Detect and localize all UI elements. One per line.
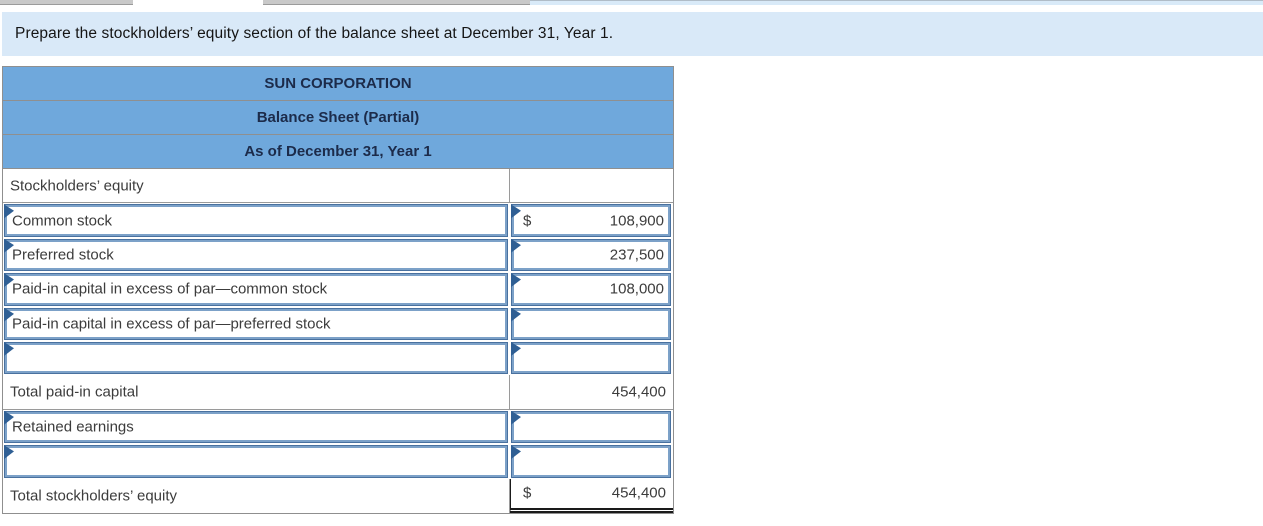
panel-edge-strip	[530, 0, 1263, 5]
row-amount-cell: 454,400	[510, 375, 673, 410]
cell-flag-icon	[4, 410, 14, 425]
table-row: Common stock $ 108,900	[3, 203, 673, 237]
table-row: Total paid-in capital 454,400	[3, 375, 673, 410]
cell-flag-icon	[511, 273, 521, 288]
table-row: Stockholders’ equity	[3, 169, 673, 204]
label-input[interactable]	[4, 341, 508, 375]
instruction-bar: Prepare the stockholders’ equity section…	[2, 12, 1263, 56]
tab-fragment-right	[263, 0, 530, 5]
tab-fragment-left	[0, 0, 133, 5]
cell-flag-icon	[511, 204, 521, 219]
cell-flag-icon	[511, 307, 521, 322]
tab-fragment-active	[133, 0, 263, 5]
amount-input[interactable]	[511, 341, 671, 375]
balance-sheet-table: SUN CORPORATION Balance Sheet (Partial) …	[2, 66, 674, 514]
cropped-tab-strip	[0, 0, 1263, 5]
amount-value: 108,900	[609, 212, 664, 230]
cell-flag-icon	[511, 341, 521, 356]
cell-flag-icon	[4, 307, 14, 322]
cell-flag-icon	[4, 273, 14, 288]
cell-flag-icon	[4, 238, 14, 253]
cell-flag-icon	[4, 445, 14, 460]
label-input[interactable]: Paid-in capital in excess of par—common …	[4, 273, 508, 306]
currency-symbol: $	[523, 212, 532, 230]
cell-flag-icon	[511, 238, 521, 253]
row-label: Total stockholders’ equity	[10, 487, 178, 505]
amount-input[interactable]: $ 108,900	[511, 204, 671, 237]
cell-flag-icon	[511, 445, 521, 460]
instruction-text: Prepare the stockholders’ equity section…	[15, 25, 614, 42]
label-input[interactable]: Common stock	[4, 204, 508, 237]
row-label-cell: Total paid-in capital	[3, 375, 510, 410]
row-label: Stockholders’ equity	[10, 177, 144, 195]
table-row: Preferred stock 237,500	[3, 238, 673, 272]
table-row	[3, 341, 673, 375]
cell-flag-icon	[4, 341, 14, 356]
row-amount-cell: $ 454,400	[510, 478, 673, 513]
row-label: Preferred stock	[12, 246, 114, 264]
amount-input[interactable]: 108,000	[511, 273, 671, 306]
table-row: Paid-in capital in excess of par—preferr…	[3, 307, 673, 341]
row-label: Paid-in capital in excess of par—preferr…	[12, 315, 331, 333]
label-input[interactable]: Paid-in capital in excess of par—preferr…	[4, 307, 508, 340]
row-label-cell: Stockholders’ equity	[3, 169, 510, 204]
table-row: Paid-in capital in excess of par—common …	[3, 272, 673, 306]
table-row: Retained earnings	[3, 410, 673, 444]
table-row: Total stockholders’ equity $ 454,400	[3, 478, 673, 513]
statement-date-line: As of December 31, Year 1	[3, 135, 673, 169]
statement-subtitle: Balance Sheet (Partial)	[3, 101, 673, 135]
cell-flag-icon	[4, 204, 14, 219]
amount-input[interactable]	[511, 410, 671, 444]
row-label: Common stock	[12, 212, 113, 230]
label-input[interactable]: Retained earnings	[4, 410, 508, 444]
statement-title: SUN CORPORATION	[3, 67, 673, 101]
row-label: Total paid-in capital	[10, 383, 139, 401]
currency-symbol: $	[523, 484, 532, 502]
table-row	[3, 444, 673, 478]
amount-value: 454,400	[611, 383, 666, 401]
row-label-cell: Total stockholders’ equity	[3, 478, 510, 513]
amount-input[interactable]	[511, 307, 671, 340]
amount-input[interactable]: 237,500	[511, 238, 671, 272]
row-label: Paid-in capital in excess of par—common …	[12, 280, 328, 298]
amount-value: 454,400	[611, 484, 666, 502]
amount-input[interactable]	[511, 445, 671, 478]
cell-flag-icon	[511, 410, 521, 425]
amount-value: 237,500	[609, 246, 664, 264]
row-label: Retained earnings	[12, 418, 134, 436]
label-input[interactable]: Preferred stock	[4, 238, 508, 272]
label-input[interactable]	[4, 445, 508, 478]
amount-value: 108,000	[609, 280, 664, 298]
row-amount-cell	[510, 169, 673, 204]
